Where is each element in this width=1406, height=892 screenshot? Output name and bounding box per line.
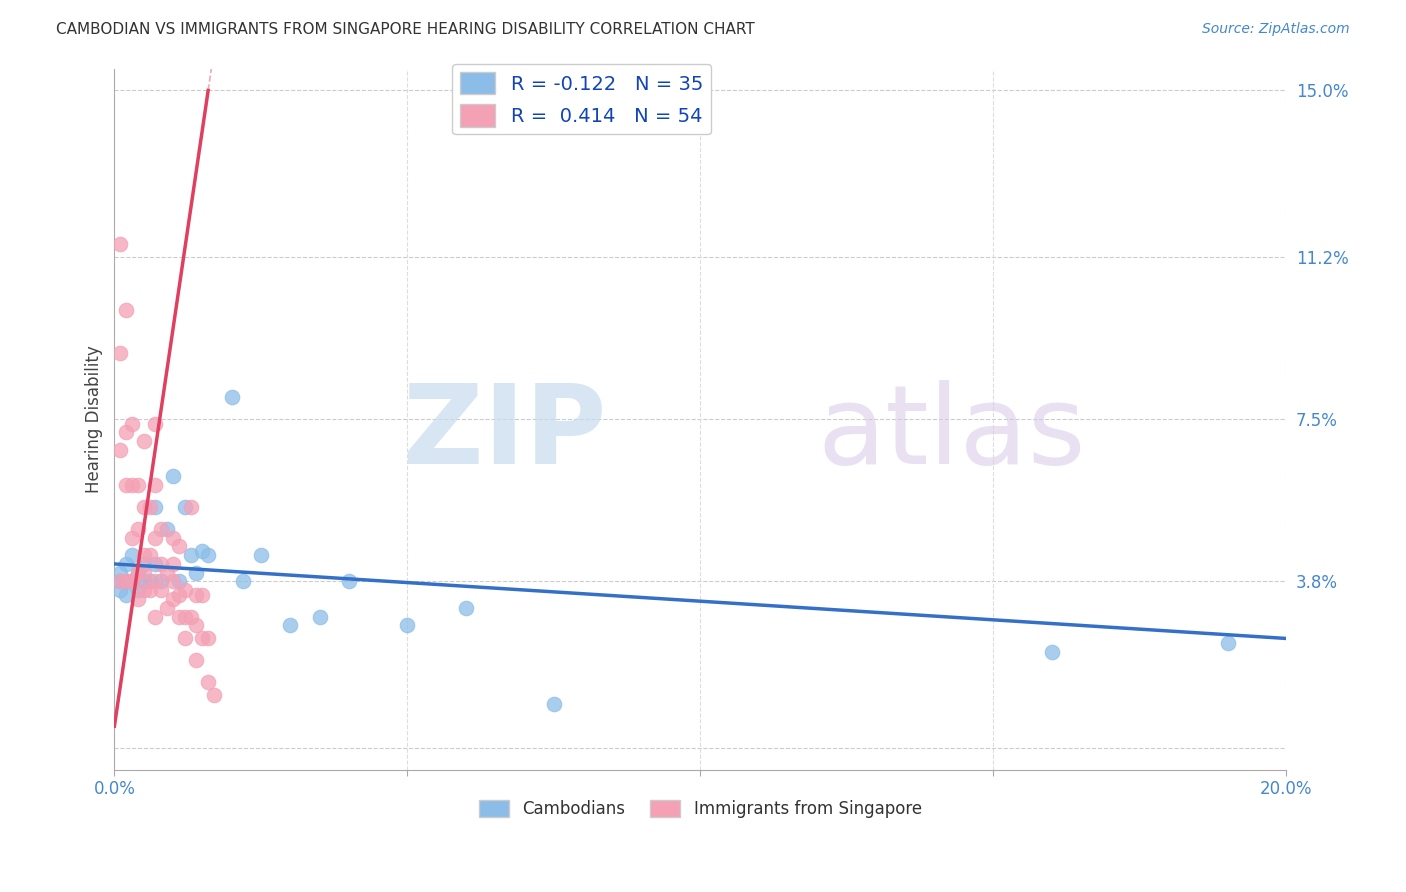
Y-axis label: Hearing Disability: Hearing Disability: [86, 345, 103, 493]
Point: [167, 574, 190, 589]
Point: [197, 675, 219, 690]
Point: [127, 583, 149, 598]
Point: [150, 583, 173, 598]
Point: [115, 478, 138, 492]
Point: [180, 548, 202, 562]
Point: [250, 548, 273, 562]
Text: CAMBODIAN VS IMMIGRANTS FROM SINGAPORE HEARING DISABILITY CORRELATION CHART: CAMBODIAN VS IMMIGRANTS FROM SINGAPORE H…: [56, 22, 755, 37]
Point: [132, 574, 155, 589]
Point: [167, 540, 190, 554]
Point: [454, 600, 477, 615]
Point: [150, 574, 173, 589]
Text: atlas: atlas: [817, 380, 1085, 487]
Point: [121, 417, 143, 431]
Point: [115, 557, 138, 571]
Point: [186, 588, 208, 602]
Point: [197, 632, 219, 646]
Point: [145, 574, 167, 589]
Point: [110, 442, 132, 457]
Point: [132, 566, 155, 580]
Text: Source: ZipAtlas.com: Source: ZipAtlas.com: [1202, 22, 1350, 37]
Point: [162, 592, 184, 607]
Legend: Cambodians, Immigrants from Singapore: Cambodians, Immigrants from Singapore: [472, 793, 928, 825]
Point: [173, 632, 195, 646]
Point: [138, 500, 160, 514]
Point: [110, 574, 132, 589]
Point: [110, 574, 132, 589]
Point: [162, 531, 184, 545]
Point: [132, 434, 155, 449]
Point: [115, 425, 138, 440]
Point: [121, 478, 143, 492]
Point: [110, 583, 132, 598]
Point: [127, 566, 149, 580]
Point: [167, 588, 190, 602]
Point: [156, 566, 179, 580]
Point: [173, 583, 195, 598]
Point: [308, 609, 330, 624]
Point: [162, 574, 184, 589]
Point: [1040, 645, 1063, 659]
Point: [110, 566, 132, 580]
Point: [150, 522, 173, 536]
Point: [191, 543, 214, 558]
Point: [121, 531, 143, 545]
Point: [132, 548, 155, 562]
Point: [138, 548, 160, 562]
Point: [132, 500, 155, 514]
Point: [121, 548, 143, 562]
Point: [396, 618, 419, 632]
Point: [115, 574, 138, 589]
Point: [145, 557, 167, 571]
Point: [145, 531, 167, 545]
Text: ZIP: ZIP: [404, 380, 606, 487]
Point: [138, 583, 160, 598]
Point: [156, 522, 179, 536]
Point: [145, 500, 167, 514]
Point: [156, 600, 179, 615]
Point: [278, 618, 301, 632]
Point: [162, 557, 184, 571]
Point: [543, 698, 565, 712]
Point: [127, 522, 149, 536]
Point: [127, 478, 149, 492]
Point: [132, 557, 155, 571]
Point: [197, 548, 219, 562]
Point: [186, 618, 208, 632]
Point: [202, 689, 225, 703]
Point: [110, 236, 132, 251]
Point: [115, 574, 138, 589]
Point: [173, 609, 195, 624]
Point: [162, 469, 184, 483]
Point: [115, 588, 138, 602]
Point: [180, 609, 202, 624]
Point: [138, 574, 160, 589]
Point: [191, 588, 214, 602]
Point: [127, 592, 149, 607]
Point: [145, 609, 167, 624]
Point: [110, 346, 132, 360]
Point: [186, 566, 208, 580]
Point: [337, 574, 360, 589]
Point: [186, 653, 208, 667]
Point: [145, 478, 167, 492]
Point: [232, 574, 254, 589]
Point: [150, 557, 173, 571]
Point: [127, 566, 149, 580]
Point: [132, 583, 155, 598]
Point: [167, 609, 190, 624]
Point: [180, 500, 202, 514]
Point: [1216, 636, 1239, 650]
Point: [121, 574, 143, 589]
Point: [191, 632, 214, 646]
Point: [121, 574, 143, 589]
Point: [173, 500, 195, 514]
Point: [145, 417, 167, 431]
Point: [115, 302, 138, 317]
Point: [221, 390, 243, 404]
